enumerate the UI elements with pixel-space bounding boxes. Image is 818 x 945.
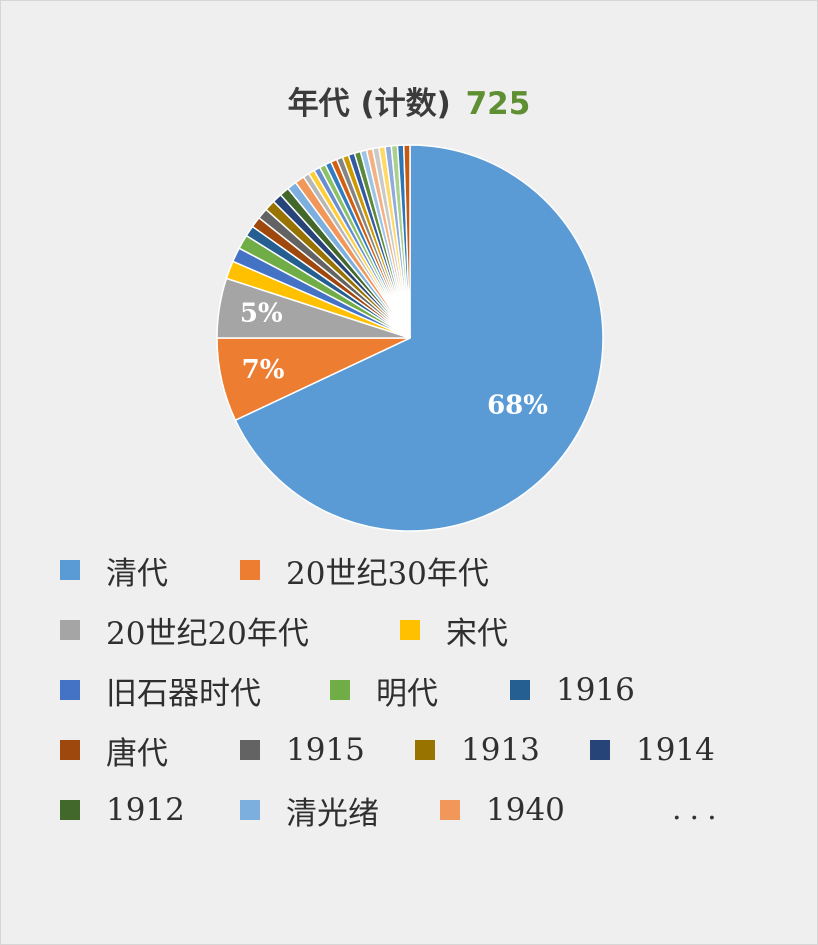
legend-item-宋代[interactable]: 宋代 xyxy=(400,608,508,652)
legend-swatch xyxy=(415,740,435,760)
legend-item-1940[interactable]: 1940 xyxy=(440,788,565,832)
legend-label: 20世纪20年代 xyxy=(106,615,309,652)
legend-item-旧石器时代[interactable]: 旧石器时代 xyxy=(60,668,261,712)
legend-label: 20世纪30年代 xyxy=(286,555,489,592)
legend-label: 宋代 xyxy=(446,615,508,652)
legend-swatch xyxy=(60,620,80,640)
legend-item-清光绪[interactable]: 清光绪 xyxy=(240,788,379,832)
legend-swatch xyxy=(400,620,420,640)
pie-data-label: 5% xyxy=(240,298,283,328)
legend-row: 1912 清光绪 1940... xyxy=(60,788,760,848)
legend-label: 清光绪 xyxy=(286,795,379,832)
legend-item-唐代[interactable]: 唐代 xyxy=(60,728,168,772)
chart-title-text: 年代 (计数) xyxy=(287,86,451,122)
pie-chart: 68% 7% 5% xyxy=(216,144,604,532)
legend-swatch xyxy=(60,560,80,580)
legend-swatch xyxy=(590,740,610,760)
legend-row: 清代 20世纪30年代 xyxy=(60,548,760,608)
pie-slices xyxy=(216,144,604,532)
legend-swatch xyxy=(240,740,260,760)
legend-label: 1914 xyxy=(636,732,715,768)
pie-slice-清代 xyxy=(234,144,604,532)
pie-slice-other-31 xyxy=(402,144,411,339)
legend-swatch xyxy=(330,680,350,700)
legend-swatch xyxy=(440,800,460,820)
legend-row: 旧石器时代 明代 1916 xyxy=(60,668,760,728)
chart-legend: 清代 20世纪30年代 20世纪20年代 宋代旧石器时代 明代 1916 唐代 1915 191… xyxy=(60,548,760,848)
legend-item-20世纪20年代[interactable]: 20世纪20年代 xyxy=(60,608,309,652)
chart-total-count: 725 xyxy=(465,86,531,122)
legend-item-明代[interactable]: 明代 xyxy=(330,668,438,712)
legend-swatch xyxy=(60,800,80,820)
legend-label: 唐代 xyxy=(106,735,168,772)
pie-data-label: 68% xyxy=(487,390,548,420)
legend-swatch xyxy=(60,740,80,760)
legend-label: 1916 xyxy=(556,672,635,708)
legend-row: 20世纪20年代 宋代 xyxy=(60,608,760,668)
chart-title: 年代 (计数) 725 xyxy=(0,78,818,123)
legend-swatch xyxy=(60,680,80,700)
legend-item-1916[interactable]: 1916 xyxy=(510,668,635,712)
legend-item-1915[interactable]: 1915 xyxy=(240,728,365,772)
legend-item-1913[interactable]: 1913 xyxy=(415,728,540,772)
legend-row: 唐代 1915 1913 1914 xyxy=(60,728,760,788)
legend-item-1914[interactable]: 1914 xyxy=(590,728,715,772)
legend-item-1912[interactable]: 1912 xyxy=(60,788,185,832)
legend-swatch xyxy=(510,680,530,700)
legend-label: 清代 xyxy=(106,555,168,592)
legend-swatch xyxy=(240,800,260,820)
legend-label: 1915 xyxy=(286,732,365,768)
legend-item-20世纪30年代[interactable]: 20世纪30年代 xyxy=(240,548,489,592)
legend-label: 旧石器时代 xyxy=(106,675,261,712)
legend-label: 1940 xyxy=(486,792,565,828)
legend-swatch xyxy=(240,560,260,580)
legend-label: 明代 xyxy=(376,675,438,712)
pie-labels: 68% 7% 5% xyxy=(240,298,548,420)
pie-data-label: 7% xyxy=(242,355,285,385)
legend-label: 1913 xyxy=(461,732,540,768)
legend-more-indicator[interactable]: ... xyxy=(672,792,725,827)
legend-label: 1912 xyxy=(106,792,185,828)
legend-item-清代[interactable]: 清代 xyxy=(60,548,168,592)
